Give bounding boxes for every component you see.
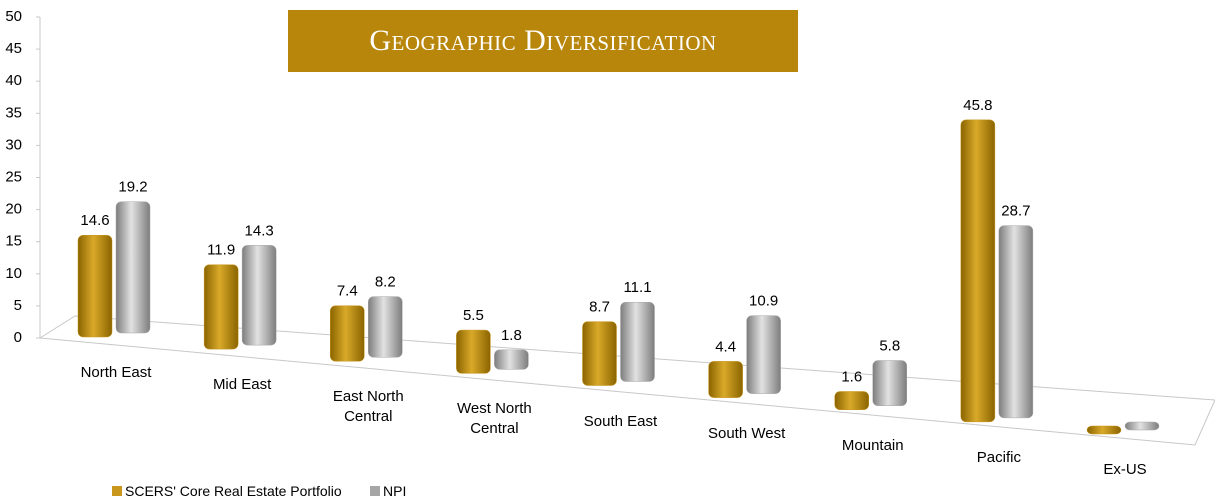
y-tick-label: 5 [14, 297, 22, 314]
legend-label: NPI [383, 483, 407, 499]
bar [203, 264, 239, 350]
y-tick-label: 35 [5, 104, 22, 121]
bar [115, 201, 151, 334]
bar [241, 245, 277, 346]
value-label: 4.4 [715, 338, 736, 355]
bar [1124, 421, 1160, 431]
y-tick-label: 20 [5, 201, 22, 218]
legend-swatch [370, 486, 380, 496]
bar [330, 305, 365, 362]
x-tick-label: South East [583, 412, 658, 430]
x-tick-label: Ex-US [1103, 461, 1147, 478]
bar [834, 391, 869, 410]
value-label: 5.8 [879, 337, 900, 354]
legend-swatch [112, 486, 122, 496]
value-label: 14.6 [80, 212, 109, 229]
bar [746, 315, 781, 394]
y-tick-label: 10 [5, 265, 22, 282]
bar [582, 321, 617, 386]
x-tick-label: East North Central [332, 388, 404, 426]
bar [620, 301, 655, 382]
value-label: 5.5 [463, 307, 484, 324]
legend-item: SCERS' Core Real Estate Portfolio [112, 483, 342, 499]
bar [77, 235, 113, 338]
value-label: 28.7 [1001, 203, 1030, 220]
bar [368, 296, 403, 358]
x-tick-label: West North Central [457, 400, 532, 438]
x-tick-label: North East [80, 364, 152, 381]
value-label: 11.9 [207, 242, 235, 259]
legend-label: SCERS' Core Real Estate Portfolio [125, 483, 342, 499]
x-tick-label: Pacific [976, 448, 1021, 466]
x-tick-label: South West [707, 424, 786, 442]
bar [708, 361, 743, 398]
value-label: 8.7 [589, 299, 610, 316]
y-tick-label: 45 [5, 40, 22, 57]
bar [998, 225, 1034, 419]
bar [960, 119, 996, 423]
y-tick-label: 25 [5, 168, 22, 185]
chart-title: Geographic Diversification [369, 24, 717, 57]
y-tick-label: 50 [5, 8, 22, 25]
value-label: 19.2 [118, 179, 147, 196]
x-tick-label: Mountain [841, 436, 904, 454]
bar [1086, 425, 1122, 435]
bar [494, 349, 529, 370]
value-label: 11.1 [623, 279, 651, 296]
value-label: 10.9 [749, 293, 778, 310]
value-label: 8.2 [375, 274, 396, 291]
value-label: 45.8 [963, 97, 992, 114]
bar [456, 329, 491, 374]
value-label: 1.6 [841, 368, 862, 385]
title-box: Geographic Diversification [288, 10, 798, 72]
value-label: 1.8 [501, 327, 522, 344]
value-label: 14.3 [245, 222, 274, 239]
bar [872, 360, 907, 407]
x-tick-label: Mid East [212, 376, 272, 394]
value-label: 7.4 [337, 283, 358, 300]
y-tick-label: 0 [14, 329, 22, 346]
y-tick-label: 30 [5, 136, 22, 153]
y-tick-label: 15 [5, 233, 22, 250]
y-tick-label: 40 [5, 72, 22, 89]
legend-item: NPI [370, 483, 406, 499]
